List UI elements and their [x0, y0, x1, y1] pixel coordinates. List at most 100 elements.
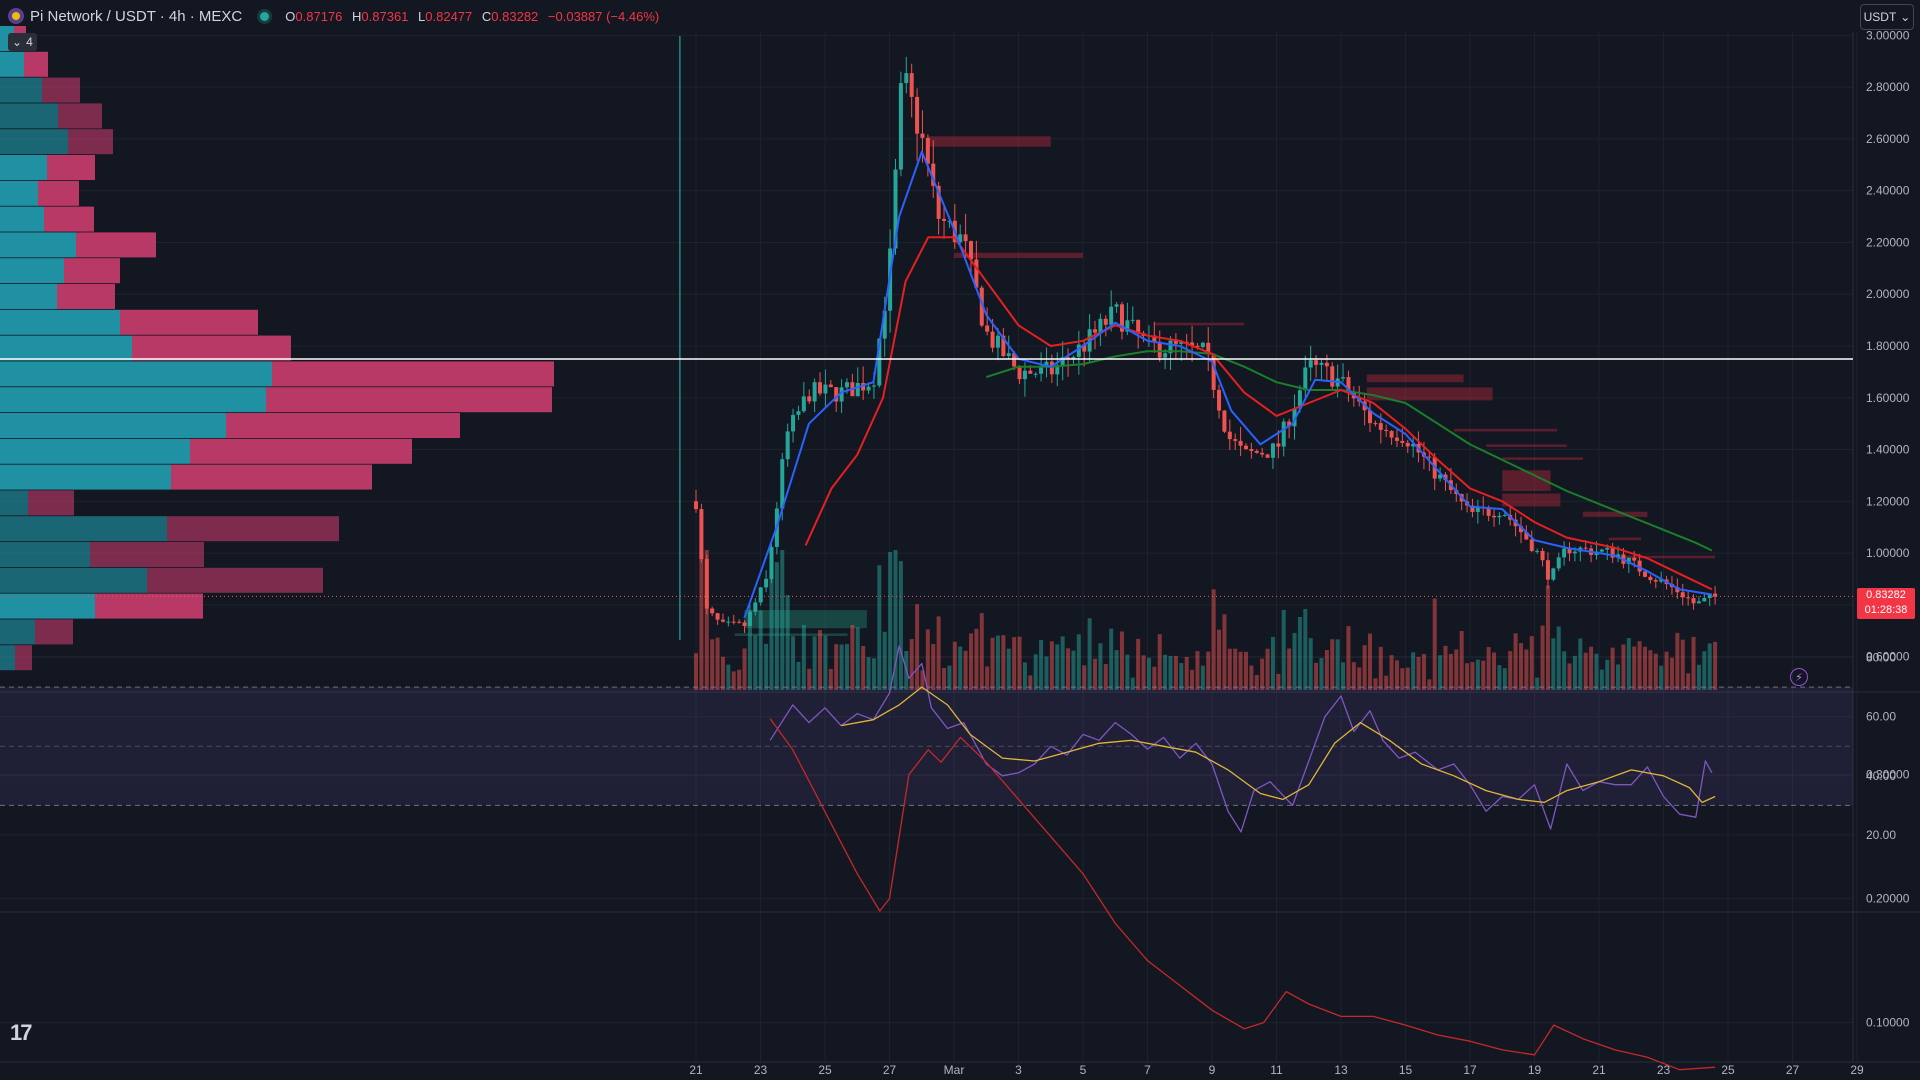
- candle-body: [1632, 557, 1637, 561]
- volume-bar: [1319, 658, 1324, 690]
- volume-profile-down-bar: [64, 258, 120, 284]
- price-axis-label: 1.80000: [1866, 339, 1910, 353]
- candle-body: [1707, 593, 1712, 599]
- supply-zone: [1366, 387, 1493, 401]
- candle-body: [985, 325, 990, 332]
- volume-bar: [1362, 645, 1367, 690]
- volume-bar: [1211, 589, 1216, 690]
- candle-body: [801, 396, 806, 412]
- volume-profile-up-bar: [0, 361, 272, 387]
- volume-profile-down-bar: [90, 542, 204, 567]
- volume-bar: [1281, 610, 1286, 690]
- volume-profile-down-bar: [272, 361, 554, 387]
- volume-bar: [1486, 647, 1491, 690]
- volume-bar: [1152, 666, 1157, 690]
- volume-bar: [1465, 663, 1470, 690]
- volume-bar: [1616, 664, 1621, 690]
- symbol-header: Pi Network / USDT · 4h · MEXC O0.87176 H…: [0, 0, 665, 32]
- time-axis-label: 27: [1786, 1063, 1800, 1077]
- volume-bar: [1033, 654, 1038, 690]
- volume-bar: [1044, 656, 1049, 690]
- candle-body: [1583, 547, 1588, 549]
- candle-body: [1103, 318, 1108, 325]
- candle-body: [1022, 370, 1027, 380]
- volume-profile-down-bar: [167, 516, 339, 542]
- price-axis-label: 2.40000: [1866, 184, 1910, 198]
- time-axis-label: 23: [1657, 1063, 1671, 1077]
- volume-bar: [1675, 632, 1680, 690]
- price-axis-label: 40.00: [1866, 769, 1896, 783]
- volume-bar: [1303, 609, 1308, 690]
- volume-bar: [769, 561, 774, 690]
- time-axis-label: 11: [1270, 1063, 1283, 1077]
- volume-profile-down-bar: [190, 438, 412, 464]
- candle-body: [1270, 443, 1275, 458]
- candle-body: [715, 613, 720, 620]
- volume-bar: [1394, 660, 1399, 690]
- candle-body: [1136, 319, 1141, 334]
- volume-profile-down-bar: [132, 335, 291, 361]
- volume-bar: [1103, 664, 1108, 690]
- volume-bar: [920, 670, 925, 690]
- candle-body: [893, 169, 898, 249]
- supply-demand-zones: [679, 36, 1716, 640]
- horizontal-line[interactable]: [0, 358, 1853, 597]
- volume-bar: [1233, 648, 1238, 690]
- volume-bar: [1168, 655, 1173, 690]
- volume-bar: [1114, 650, 1119, 690]
- volume-bar: [1265, 648, 1270, 690]
- ohlc-low-value: 0.82477: [425, 8, 473, 24]
- candle-body: [1297, 390, 1302, 409]
- volume-bar: [1551, 638, 1556, 690]
- volume-bar: [1664, 651, 1669, 690]
- lightning-icon[interactable]: ⚡: [1790, 668, 1808, 686]
- time-axis-label: 25: [818, 1063, 832, 1077]
- candle-body: [1314, 360, 1319, 365]
- candle-body: [828, 384, 833, 388]
- volume-bar: [1093, 658, 1098, 690]
- tradingview-logo-icon[interactable]: 17: [10, 1020, 33, 1045]
- price-axis-label: 60.00: [1866, 710, 1896, 724]
- volume-bar: [742, 648, 747, 690]
- candle-body: [979, 287, 984, 326]
- grid: [0, 32, 1858, 1062]
- volume-profile-down-bar: [76, 232, 156, 258]
- ema-mid-line: [804, 236, 1713, 591]
- time-axis[interactable]: 21 23 25 27 Mar 3 5 7 9 11 13 15 17 19 21 23 25 27 29: [689, 1063, 1864, 1077]
- indicators-collapse-button[interactable]: ⌄ 4: [8, 33, 37, 51]
- volume-bar: [1260, 658, 1265, 690]
- price-axis[interactable]: 3.00000 2.80000 2.60000 2.40000 2.20000 2.000…: [1866, 28, 1910, 1029]
- volume-bar: [1351, 662, 1356, 690]
- rsi-pane: [0, 645, 1853, 833]
- candle-body: [1281, 421, 1286, 447]
- volume-bar: [1297, 616, 1302, 690]
- volume-profile-up-bar: [0, 593, 95, 619]
- candle-body: [807, 396, 812, 402]
- volume-bar: [1157, 634, 1162, 690]
- volume-bar: [893, 550, 898, 690]
- volume-bar: [737, 669, 742, 690]
- candle-body: [963, 234, 968, 242]
- volume-profile-down-bar: [15, 645, 32, 671]
- currency-select[interactable]: USDT ⌄: [1860, 4, 1914, 30]
- candle-body: [1492, 515, 1497, 518]
- volume-bar: [882, 631, 887, 690]
- volume-profile-down-bar: [266, 387, 552, 413]
- ohlc-high-key: H: [352, 8, 362, 24]
- volume-bar: [1119, 631, 1124, 690]
- volume-profile-down-bar: [171, 464, 372, 490]
- candle-body: [1524, 532, 1529, 540]
- volume-profile-up-bar: [0, 542, 90, 567]
- volume-bar: [968, 633, 973, 690]
- ema-fast-line: [743, 150, 1713, 619]
- ohlc-close-key: C: [481, 8, 492, 24]
- volume-bar: [774, 562, 779, 690]
- symbol-title[interactable]: Pi Network / USDT · 4h · MEXC: [30, 7, 243, 25]
- candle-body: [1119, 304, 1124, 332]
- volume-bar: [963, 650, 968, 690]
- volume-bar: [1335, 639, 1340, 690]
- candle-body: [1233, 439, 1238, 441]
- candle-body: [1071, 356, 1076, 360]
- candle-body: [731, 621, 736, 623]
